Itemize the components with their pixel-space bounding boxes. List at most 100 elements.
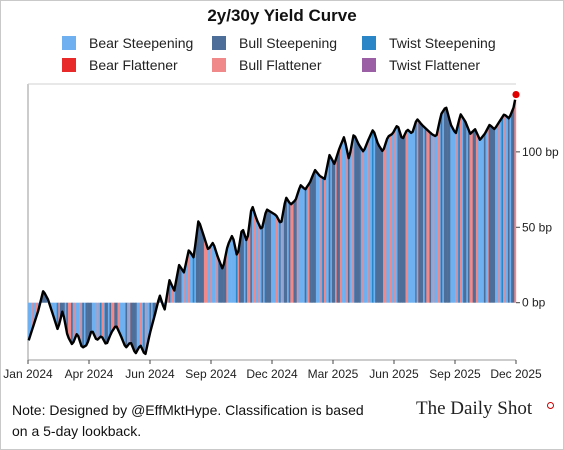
classification-bar [456,126,459,303]
classification-bar [189,252,192,303]
x-tick-label: Apr 2024 [65,367,114,381]
x-tick-label: Mar 2025 [308,367,359,381]
classification-bar [471,132,473,303]
classification-bar [91,302,94,332]
latest-value-marker [512,90,520,99]
classification-bar [144,302,147,354]
classification-bar [215,251,217,303]
classification-bar [98,302,101,339]
classification-bar [179,267,182,303]
classification-bar [395,126,398,303]
legend-item-twist-flattener: Twist Flattener [362,56,480,74]
classification-bar [251,207,254,303]
classification-bar [376,142,379,303]
classification-bar [336,154,339,303]
classification-bar [447,113,449,303]
classification-bar [224,256,227,303]
classification-bar [197,221,200,303]
classification-bar [314,170,317,303]
classification-bar [133,302,136,352]
legend-swatch [362,58,376,72]
classification-bar [61,302,64,312]
classification-bar [277,219,280,303]
classification-bar [237,251,240,303]
classification-bar [391,134,393,303]
classification-bar [245,240,248,303]
note-line: on a 5-day lookback. [12,423,142,439]
classification-bar [229,239,232,303]
classification-bar [288,202,291,303]
classification-bar [379,148,382,303]
brand-logo: The Daily Shot [416,398,533,419]
classification-bar [274,214,277,303]
classification-bar [322,178,325,303]
classification-bar [333,163,336,303]
y-tick-label: 50 bp [522,220,552,234]
classification-bar [411,131,414,303]
classification-bar [427,131,430,303]
classification-bar [55,302,57,324]
classification-bar [72,302,75,343]
classification-bar [335,159,337,303]
classification-bar [242,230,245,303]
classification-bar [115,302,118,327]
classification-bar [141,302,144,350]
classification-bar [354,136,357,303]
classification-bar [301,186,304,303]
classification-bar [343,137,345,303]
classification-bar [402,138,405,303]
legend-swatch [362,36,376,50]
legend-swatch [62,58,76,72]
classification-bar [58,302,61,325]
classification-bar [432,135,435,303]
classification-bar [200,228,203,303]
classification-bar [107,302,110,340]
classification-bar [210,245,213,303]
classification-bar [496,124,499,303]
classification-bar [104,302,107,344]
classification-bar [501,117,504,303]
classification-bar [266,209,269,303]
classification-bar [504,115,507,303]
classification-bar [371,130,374,303]
x-tick-label: Dec 2024 [246,367,298,381]
classification-bar [239,241,241,303]
classification-bar [283,203,286,303]
legend-item-bear-steepening: Bear Steepening [62,34,193,52]
classification-bar [90,302,93,332]
classification-bar [199,223,201,303]
classification-bar [482,135,485,303]
classification-bar [469,133,472,303]
classification-bar [171,287,174,303]
classification-bar [96,302,99,340]
classification-bar [234,246,237,303]
classification-bar [223,263,225,303]
classification-bar [296,194,299,303]
classification-bar [365,144,368,303]
classification-bar [459,114,462,303]
classification-bar [87,302,89,342]
chart-title: 2y/30y Yield Curve [207,6,357,25]
classification-bar [195,233,198,303]
classification-bar [293,201,296,303]
classification-bar [119,302,121,334]
classification-bar [99,302,102,337]
yield-curve-line [27,99,517,356]
classification-bar [381,150,384,303]
classification-bar [74,302,77,339]
classification-bar [282,212,285,303]
classification-bar [416,119,419,303]
classification-bar [285,197,288,303]
classification-bar [287,200,289,303]
classification-bar [207,248,209,303]
classification-bar [442,111,445,303]
classification-bar [208,247,211,303]
x-tick-label: Jan 2024 [3,367,53,381]
classification-bar [127,302,129,346]
classification-bar [243,235,246,303]
classification-bar [400,137,403,303]
classification-bar [309,181,312,303]
classification-bar [32,302,35,326]
classification-bar [168,280,171,303]
classification-bar [480,137,483,303]
